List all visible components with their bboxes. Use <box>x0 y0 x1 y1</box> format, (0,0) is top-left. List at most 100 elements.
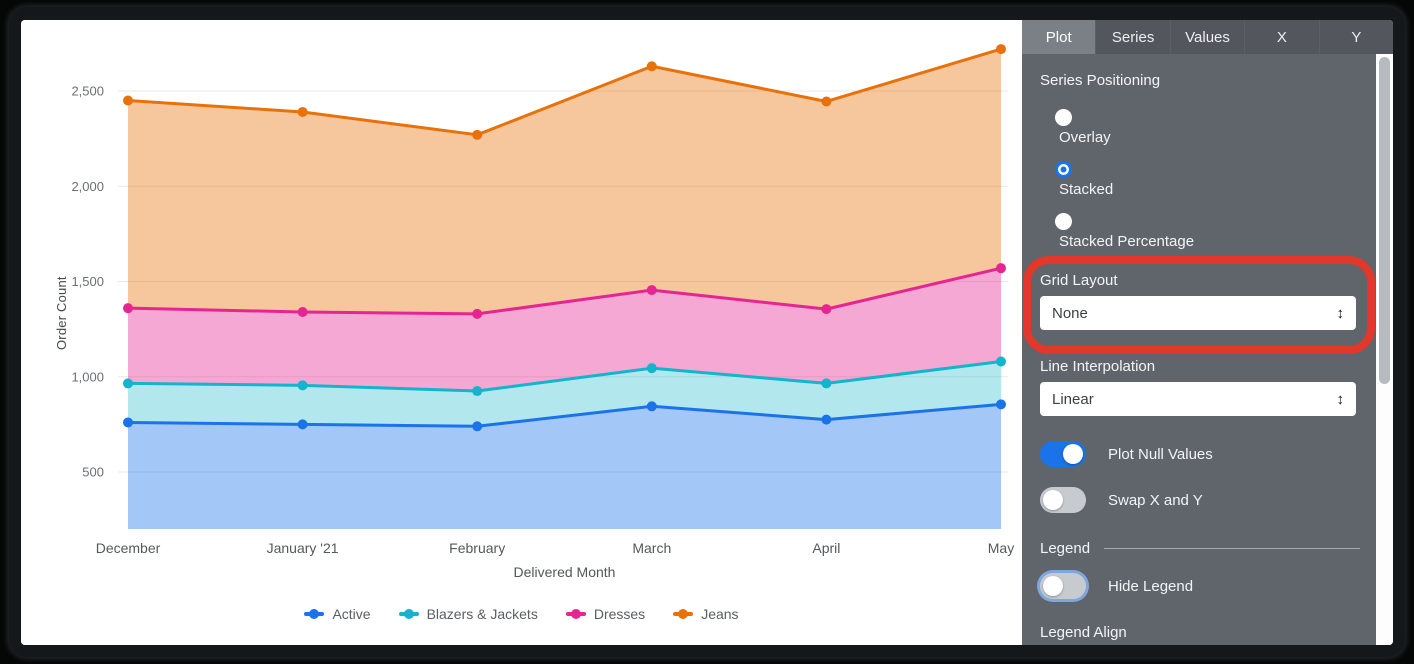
data-point[interactable] <box>821 378 832 389</box>
x-tick-label: December <box>96 540 161 556</box>
data-point[interactable] <box>646 61 657 72</box>
line-interpolation-label: Line Interpolation <box>1040 358 1156 375</box>
radio-icon[interactable] <box>1055 213 1072 230</box>
x-tick-label: April <box>812 540 840 556</box>
line-interpolation-value: Linear <box>1052 390 1094 408</box>
data-point[interactable] <box>646 363 657 374</box>
data-point[interactable] <box>123 417 133 428</box>
x-axis-title: Delivered Month <box>513 564 616 580</box>
tab-x[interactable]: X <box>1244 20 1318 54</box>
legend-label: Blazers & Jackets <box>426 606 538 622</box>
plot-settings: Series Positioning Overlay Stacked Stack… <box>1022 54 1376 645</box>
data-point[interactable] <box>996 356 1006 367</box>
gridlines: 500 1,000 1,500 2,000 2,500 <box>71 84 1008 480</box>
legend-marker-dot <box>678 609 689 619</box>
plot-null-values-toggle[interactable] <box>1040 441 1086 467</box>
data-point[interactable] <box>123 303 133 314</box>
y-axis-title: Order Count <box>54 276 69 350</box>
radio-overlay[interactable]: Overlay <box>1055 109 1111 146</box>
area-band-jeans <box>128 49 1001 314</box>
legend-marker <box>398 609 419 619</box>
x-tick-label: January '21 <box>267 540 339 556</box>
toggle-knob <box>1043 576 1063 596</box>
y-tick-label: 500 <box>82 465 104 480</box>
data-point[interactable] <box>123 95 133 106</box>
hide-legend-toggle[interactable] <box>1040 573 1086 599</box>
x-tick-label: May <box>988 540 1014 556</box>
chart-legend: Active Blazers & Jackets Dresses Jeans <box>85 603 958 625</box>
y-tick-label: 2,500 <box>71 84 104 99</box>
radio-stacked-percentage[interactable]: Stacked Percentage <box>1055 213 1194 250</box>
data-point[interactable] <box>821 414 832 425</box>
series-positioning-label: Series Positioning <box>1040 72 1161 89</box>
settings-panel: Plot Series Values X Y Series Positionin… <box>1022 20 1393 645</box>
chart-area: 500 1,000 1,500 2,000 2,500 December January '… <box>21 20 1022 645</box>
data-point[interactable] <box>821 304 832 315</box>
section-divider <box>1104 548 1360 549</box>
grid-layout-value: None <box>1052 304 1088 322</box>
y-tick-label: 1,500 <box>71 274 104 289</box>
legend-item-active[interactable]: Active <box>304 606 371 622</box>
tab-y[interactable]: Y <box>1318 20 1393 54</box>
area-bands <box>128 49 1001 529</box>
legend-item-jeans[interactable]: Jeans <box>673 606 739 622</box>
y-tick-label: 1,000 <box>71 369 104 384</box>
x-tick-label: March <box>632 540 671 556</box>
data-point[interactable] <box>996 399 1006 410</box>
data-point[interactable] <box>646 285 657 296</box>
legend-item-blazers-jackets[interactable]: Blazers & Jackets <box>398 606 538 622</box>
legend-section-header: Legend <box>1040 540 1360 557</box>
legend-marker-dot <box>309 609 320 619</box>
tab-series[interactable]: Series <box>1095 20 1169 54</box>
series-line <box>126 47 1003 137</box>
radio-selected-icon[interactable] <box>1055 161 1072 178</box>
tab-plot[interactable]: Plot <box>1022 20 1096 54</box>
window-frame: 500 1,000 1,500 2,000 2,500 December January '… <box>9 7 1405 657</box>
data-point[interactable] <box>472 129 483 140</box>
swap-x-y-row: Swap X and Y <box>1040 487 1203 513</box>
legend-marker <box>673 609 694 619</box>
legend-align-label: Legend Align <box>1040 624 1127 641</box>
tab-values[interactable]: Values <box>1169 20 1244 54</box>
legend-label: Active <box>332 606 371 622</box>
grid-layout-select[interactable]: None ↕ <box>1040 296 1356 330</box>
data-point[interactable] <box>996 44 1006 55</box>
radio-icon[interactable] <box>1055 109 1072 126</box>
data-point[interactable] <box>472 421 483 432</box>
data-point[interactable] <box>123 378 133 389</box>
legend-label: Jeans <box>701 606 739 622</box>
data-point[interactable] <box>472 308 483 319</box>
app-content: 500 1,000 1,500 2,000 2,500 December January '… <box>21 20 1393 645</box>
toggle-knob <box>1063 444 1083 464</box>
plot-null-values-row: Plot Null Values <box>1040 441 1213 467</box>
scrollbar-thumb[interactable] <box>1379 57 1390 384</box>
data-point[interactable] <box>821 96 832 107</box>
legend-marker-dot <box>403 609 414 619</box>
toggle-knob <box>1043 490 1063 510</box>
data-point[interactable] <box>472 386 483 397</box>
hide-legend-row: Hide Legend <box>1040 573 1193 599</box>
line-interpolation-select[interactable]: Linear ↕ <box>1040 382 1356 416</box>
y-tick-label: 2,000 <box>71 179 104 194</box>
grid-layout-label: Grid Layout <box>1040 272 1118 289</box>
legend-item-dresses[interactable]: Dresses <box>565 606 645 622</box>
swap-x-y-toggle[interactable] <box>1040 487 1086 513</box>
data-point[interactable] <box>297 106 308 117</box>
series-line <box>126 402 1003 428</box>
unfold-more-icon: ↕ <box>1336 304 1345 322</box>
chart-plot[interactable]: 500 1,000 1,500 2,000 2,500 December January '… <box>21 20 1022 645</box>
unfold-more-icon: ↕ <box>1336 390 1345 408</box>
data-point[interactable] <box>646 401 657 412</box>
data-point[interactable] <box>297 380 308 391</box>
panel-scrollbar[interactable] <box>1376 54 1393 645</box>
area-band-dresses <box>128 268 1001 392</box>
data-point[interactable] <box>297 306 308 317</box>
data-point[interactable] <box>297 419 308 430</box>
series-line <box>126 360 1003 393</box>
data-point[interactable] <box>996 263 1006 274</box>
area-band-blazers-jackets <box>128 361 1001 427</box>
legend-marker <box>565 609 586 619</box>
radio-stacked[interactable]: Stacked <box>1055 161 1113 198</box>
legend-marker <box>304 609 325 619</box>
panel-tabbar: Plot Series Values X Y <box>1022 20 1393 54</box>
